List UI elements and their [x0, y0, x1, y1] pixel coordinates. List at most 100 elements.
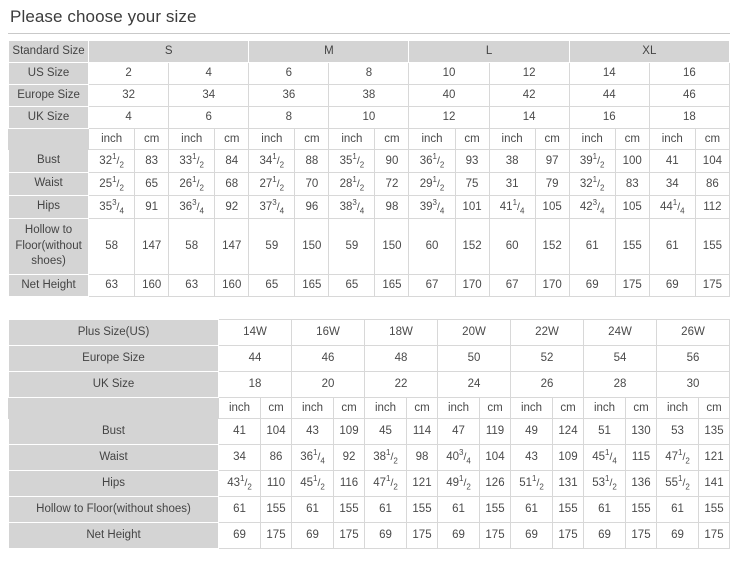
net-height-inch: 69: [218, 522, 261, 549]
plus-size-row: Plus Size(US) 14W 16W 18W 20W 22W 24W 26W: [8, 319, 730, 346]
net-height-inch: 63: [88, 274, 136, 297]
row-label-unit-blank: [8, 397, 219, 419]
net-height-cm: 175: [479, 522, 511, 549]
bust-inch: 45: [364, 418, 407, 445]
uk-size-row: UK Size 4 6 8 10 12 14 16 18: [7, 106, 731, 129]
hollow-to-floor-cm: 155: [333, 496, 365, 523]
us-size-value: 10: [408, 62, 490, 85]
unit-row: inch cm inch cm inch cm inch cm inch cm inch cm inch…: [7, 128, 731, 150]
unit-inch: inch: [218, 397, 261, 419]
uk-size-value: 28: [583, 371, 657, 398]
hollow-to-floor-inch: 59: [248, 218, 296, 275]
net-height-inch: 65: [328, 274, 376, 297]
hollow-to-floor-cm: 150: [374, 218, 410, 275]
unit-inch: inch: [656, 397, 699, 419]
hips-inch: 431/2: [218, 470, 261, 497]
net-height-inch: 69: [656, 522, 699, 549]
row-label-bust: Bust: [7, 149, 90, 173]
plus-size-table: Plus Size(US) 14W 16W 18W 20W 22W 24W 26W Europe…: [8, 319, 730, 549]
hips-cm: 136: [625, 470, 657, 497]
net-height-inch: 69: [291, 522, 334, 549]
row-label-hips: Hips: [7, 195, 90, 219]
unit-cm: cm: [614, 128, 650, 150]
us-size-value: 2: [88, 62, 170, 85]
us-size-value: 12: [488, 62, 570, 85]
uk-size-row: UK Size 18 20 22 24 26 28 30: [8, 371, 730, 398]
waist-inch: 381/2: [364, 444, 407, 471]
bust-inch: 361/2: [408, 149, 456, 173]
waist-cm: 79: [534, 172, 570, 196]
hollow-to-floor-cm: 155: [552, 496, 584, 523]
waist-inch: 251/2: [88, 172, 136, 196]
hollow-to-floor-cm: 155: [698, 496, 730, 523]
standard-size-table: Standard Size S M L XL US Size 2 4 6 8 10 12 14 16 Eur…: [7, 40, 731, 297]
unit-cm: cm: [134, 128, 170, 150]
hollow-to-floor-inch: 59: [328, 218, 376, 275]
europe-size-row: Europe Size 44 46 48 50 52 54 56: [8, 345, 730, 372]
bust-cm: 90: [374, 149, 410, 173]
hips-cm: 126: [479, 470, 511, 497]
waist-inch: 43: [510, 444, 553, 471]
europe-size-value: 48: [364, 345, 438, 372]
uk-size-value: 18: [648, 106, 731, 129]
row-label-uk-size: UK Size: [8, 371, 219, 398]
hips-inch: 531/2: [583, 470, 626, 497]
unit-cm: cm: [694, 128, 731, 150]
hollow-to-floor-cm: 147: [214, 218, 250, 275]
uk-size-value: 6: [168, 106, 250, 129]
bust-row: Bust 41 104 43 109 45 114 47 119 49 124 51 130 53 135: [8, 418, 730, 445]
unit-inch: inch: [583, 397, 626, 419]
bust-cm: 130: [625, 418, 657, 445]
hollow-to-floor-inch: 61: [648, 218, 696, 275]
row-label-bust: Bust: [8, 418, 219, 445]
hips-cm: 105: [614, 195, 650, 219]
unit-cm: cm: [552, 397, 584, 419]
uk-size-value: 10: [328, 106, 410, 129]
uk-size-value: 14: [488, 106, 570, 129]
waist-inch: 261/2: [168, 172, 216, 196]
waist-cm: 98: [406, 444, 438, 471]
net-height-inch: 69: [437, 522, 480, 549]
net-height-row: Net Height 63 160 63 160 65 165 65 165 67 170 67 170…: [7, 274, 731, 297]
europe-size-value: 42: [488, 84, 570, 107]
hips-cm: 112: [694, 195, 731, 219]
hollow-to-floor-cm: 147: [134, 218, 170, 275]
net-height-cm: 170: [534, 274, 570, 297]
row-label-hollow-to-floor: Hollow to Floor(without shoes): [7, 218, 90, 275]
bust-cm: 119: [479, 418, 511, 445]
net-height-inch: 63: [168, 274, 216, 297]
row-label-waist: Waist: [8, 444, 219, 471]
unit-cm: cm: [454, 128, 490, 150]
unit-cm: cm: [374, 128, 410, 150]
hips-inch: 491/2: [437, 470, 480, 497]
unit-cm: cm: [294, 128, 330, 150]
uk-size-value: 18: [218, 371, 292, 398]
unit-inch: inch: [364, 397, 407, 419]
hips-cm: 98: [374, 195, 410, 219]
waist-inch: 403/4: [437, 444, 480, 471]
bust-cm: 93: [454, 149, 490, 173]
row-label-uk-size: UK Size: [7, 106, 90, 129]
waist-cm: 92: [333, 444, 365, 471]
hips-row: Hips 431/2 110 451/2 116 471/2 121 491/2 126 511/…: [8, 470, 730, 497]
hips-inch: 441/4: [648, 195, 696, 219]
bust-cm: 100: [614, 149, 650, 173]
uk-size-value: 22: [364, 371, 438, 398]
row-label-plus-size: Plus Size(US): [8, 319, 219, 346]
bust-inch: 391/2: [568, 149, 616, 173]
standard-size-table-wrap: Standard Size S M L XL US Size 2 4 6 8 10 12 14 16 Eur…: [7, 40, 731, 297]
unit-inch: inch: [248, 128, 296, 150]
waist-cm: 75: [454, 172, 490, 196]
size-group-s: S: [88, 40, 250, 63]
bust-inch: 331/2: [168, 149, 216, 173]
unit-inch: inch: [488, 128, 536, 150]
plus-size-value: 26W: [656, 319, 730, 346]
plus-size-value: 18W: [364, 319, 438, 346]
unit-inch: inch: [648, 128, 696, 150]
europe-size-value: 46: [648, 84, 731, 107]
net-height-inch: 69: [648, 274, 696, 297]
page-title: Please choose your size: [10, 7, 197, 26]
bust-cm: 84: [214, 149, 250, 173]
bust-inch: 351/2: [328, 149, 376, 173]
